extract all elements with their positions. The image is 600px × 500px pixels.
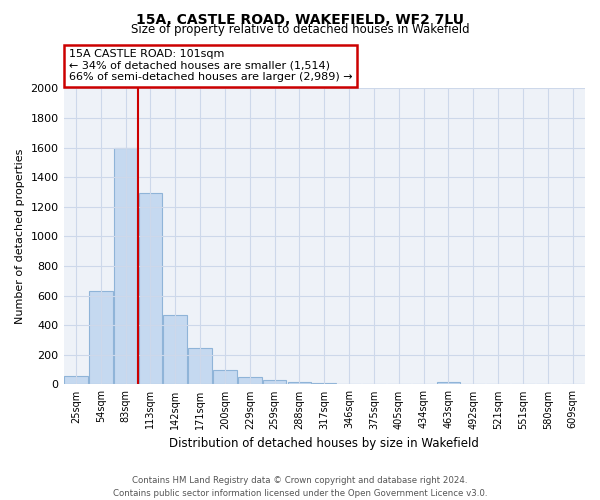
Bar (139, 194, 162, 384)
Bar (313, 382, 336, 384)
Bar (64, 376, 88, 384)
Title: 15A, CASTLE ROAD, WAKEFIELD, WF2 7LU
Size of property relative to detached house: 15A, CASTLE ROAD, WAKEFIELD, WF2 7LU Siz… (0, 499, 1, 500)
Bar (287, 382, 311, 384)
Y-axis label: Number of detached properties: Number of detached properties (15, 148, 25, 324)
Bar (213, 370, 237, 384)
Text: 15A, CASTLE ROAD, WAKEFIELD, WF2 7LU: 15A, CASTLE ROAD, WAKEFIELD, WF2 7LU (136, 12, 464, 26)
Bar (188, 348, 212, 385)
Bar (437, 382, 460, 384)
X-axis label: Distribution of detached houses by size in Wakefield: Distribution of detached houses by size … (169, 437, 479, 450)
Bar (163, 315, 187, 384)
Bar (114, 148, 137, 384)
Text: 15A CASTLE ROAD: 101sqm
← 34% of detached houses are smaller (1,514)
66% of semi: 15A CASTLE ROAD: 101sqm ← 34% of detache… (69, 50, 352, 82)
Bar (89, 291, 113, 384)
Bar (238, 378, 262, 384)
Text: Contains HM Land Registry data © Crown copyright and database right 2024.
Contai: Contains HM Land Registry data © Crown c… (113, 476, 487, 498)
Bar (263, 380, 286, 384)
Text: Size of property relative to detached houses in Wakefield: Size of property relative to detached ho… (131, 22, 469, 36)
